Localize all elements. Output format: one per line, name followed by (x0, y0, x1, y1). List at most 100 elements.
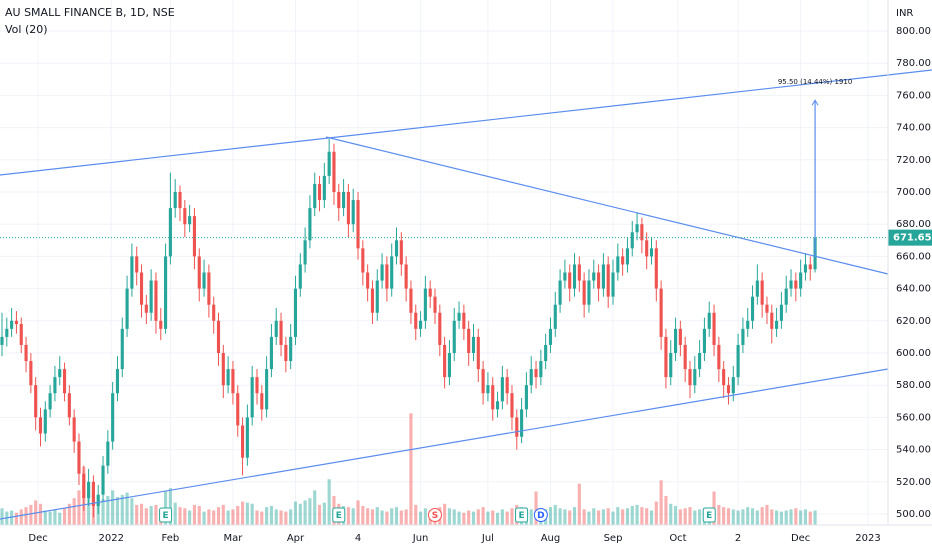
y-tick-label: 760.00 (896, 90, 931, 101)
candle-body (24, 344, 28, 362)
candle-body (216, 320, 221, 353)
volume-bar (592, 508, 596, 525)
volume-bar (87, 493, 91, 525)
volume-bar (443, 503, 447, 525)
volume-bar (419, 511, 423, 525)
trend-line (0, 368, 889, 520)
y-tick-label: 520.00 (896, 477, 931, 488)
candle-body (188, 216, 192, 225)
volume-bar (317, 504, 322, 525)
volume-bar (630, 506, 634, 525)
x-tick-label: Oct (669, 533, 686, 544)
volume-bar (688, 507, 692, 525)
volume-bar (673, 506, 678, 525)
candle-body (597, 272, 601, 289)
candle-body (404, 264, 408, 289)
volume-bar (149, 506, 153, 525)
volume-bar (693, 510, 697, 525)
candle-body (673, 328, 678, 353)
candle-body (515, 417, 519, 437)
candle-body (91, 481, 95, 506)
candle-body (616, 256, 620, 273)
candle-body (731, 377, 735, 394)
candle-body (361, 248, 365, 273)
candle-body (529, 369, 533, 386)
volume-bar (385, 511, 389, 525)
volume-bar (327, 479, 331, 525)
y-tick-label: 680.00 (896, 219, 931, 230)
volume-bar (250, 503, 254, 525)
volume-bar (255, 510, 259, 525)
candle-body (289, 336, 293, 362)
volume-bar (370, 509, 375, 525)
event-label: E (706, 511, 712, 521)
volume-bar (231, 509, 235, 525)
candle-body (221, 353, 225, 386)
candle-body (38, 417, 43, 434)
candle-body (640, 224, 644, 241)
volume-bar (404, 509, 408, 525)
volume-bar (135, 504, 139, 525)
candle-body (125, 288, 129, 329)
y-tick-label: 540.00 (896, 445, 931, 456)
volume-bar (722, 507, 726, 525)
volume-bar (19, 509, 23, 525)
candle-body (803, 264, 808, 273)
candle-body (380, 264, 384, 281)
volume-bar (534, 491, 538, 525)
candle-body (678, 328, 682, 345)
volume-bar (183, 508, 187, 525)
candle-body (664, 336, 668, 378)
volume-bar (308, 498, 312, 525)
volume-bar (736, 510, 740, 525)
x-tick-label: 2 (735, 533, 741, 544)
event-label: E (519, 511, 525, 521)
volume-bar (221, 504, 225, 525)
volume-bar (654, 501, 658, 525)
candle-body (115, 369, 120, 394)
candle-body (568, 272, 572, 289)
volume-bar (669, 503, 673, 525)
candle-body (611, 272, 615, 297)
candle-body (48, 393, 52, 410)
volume-bar (789, 509, 793, 525)
volume-bar (500, 509, 504, 525)
volume-bar (481, 507, 485, 525)
candle-body (29, 361, 33, 386)
candle-body (313, 183, 317, 209)
volume-bar (144, 508, 148, 525)
x-tick-label: Jul (481, 533, 494, 544)
volume-bar (775, 510, 779, 525)
trend-line (325, 136, 889, 275)
volume-bar (260, 511, 264, 525)
candle-body (524, 385, 528, 410)
volume-bar (67, 503, 71, 525)
x-tick-label: 2022 (98, 533, 123, 544)
candle-body (693, 369, 697, 386)
candle-body (375, 280, 379, 313)
candle-body (207, 272, 211, 305)
event-label: E (162, 511, 168, 521)
candle-body (130, 256, 134, 289)
last-price-label: 671.65 (893, 233, 932, 244)
y-tick-label: 740.00 (896, 123, 931, 134)
candle-body (765, 304, 769, 313)
candle-body (645, 240, 649, 257)
candle-body (534, 369, 538, 378)
candle-body (414, 312, 418, 329)
volume-bar (563, 509, 567, 525)
candle-body (332, 151, 336, 192)
volume-bar (813, 510, 817, 525)
candle-body (447, 353, 451, 378)
candle-body (784, 288, 788, 305)
volume-bar (62, 508, 67, 525)
candle-body (183, 208, 187, 225)
volume-bar (380, 510, 384, 525)
candle-body (212, 304, 216, 321)
candle-body (722, 369, 726, 386)
volume-bar (0, 508, 4, 525)
candle-body (43, 409, 47, 434)
y-tick-label: 720.00 (896, 155, 931, 166)
candle-body (799, 272, 803, 289)
